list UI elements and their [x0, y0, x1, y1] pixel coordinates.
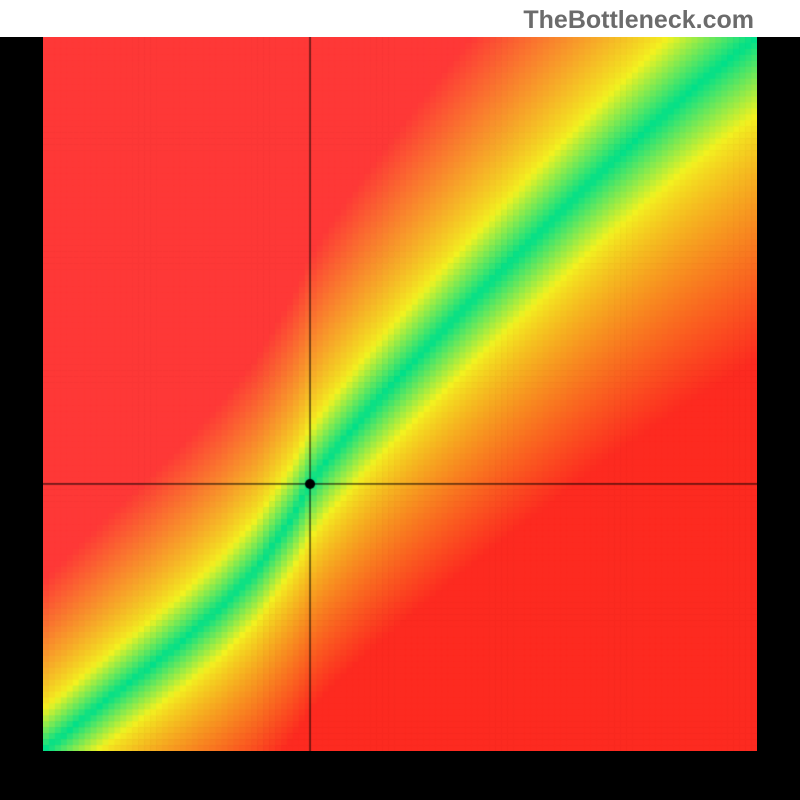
heatmap-plot [43, 37, 757, 751]
watermark-text: TheBottleneck.com [523, 6, 754, 35]
